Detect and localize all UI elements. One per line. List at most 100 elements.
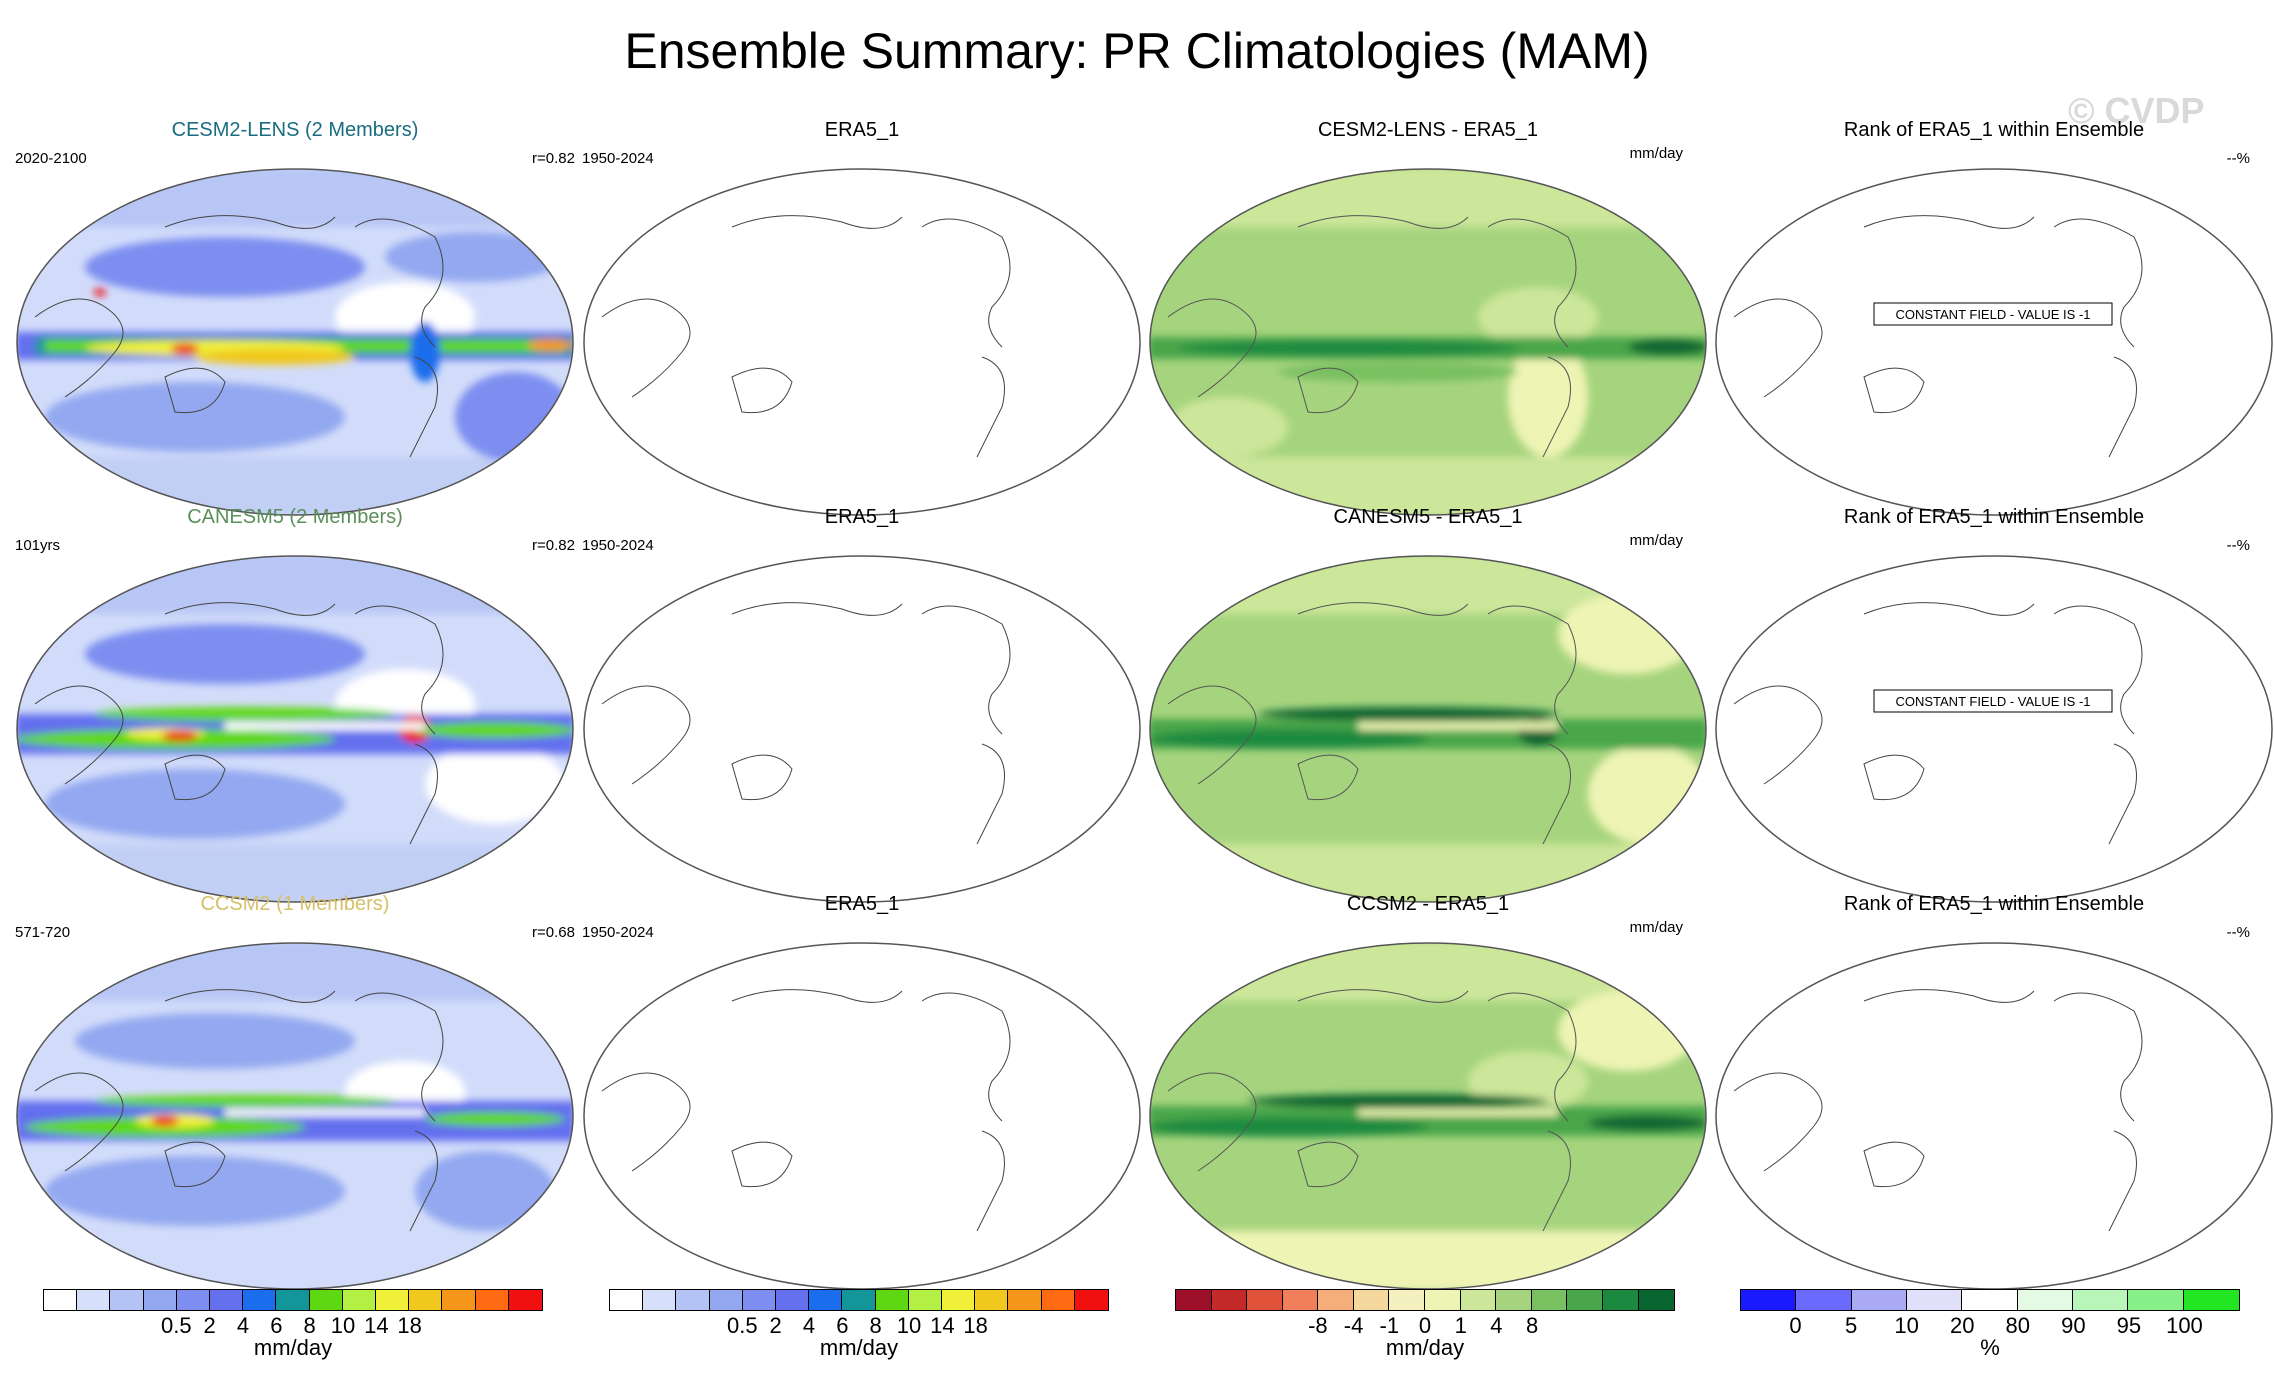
colorbar-box bbox=[1796, 1290, 1852, 1310]
panel-title: CANESM5 (2 Members) bbox=[187, 506, 403, 528]
panel-title: ERA5_1 bbox=[824, 893, 900, 915]
panel-title: Rank of ERA5_1 within Ensemble bbox=[1843, 893, 2145, 915]
colorbar-tick-label: 14 bbox=[930, 1313, 955, 1338]
precip-map bbox=[16, 555, 574, 903]
colorbar-tick-label: 20 bbox=[1949, 1313, 1975, 1338]
colorbar-boxes bbox=[1175, 1289, 1675, 1311]
colorbar-difference: mm/day -8 -4 -1 0 1 4 8 bbox=[1175, 1289, 1675, 1360]
colorbar-box bbox=[1247, 1290, 1283, 1310]
colorbar-boxes bbox=[1740, 1289, 2240, 1311]
colorbar-tick-label: 0.5 bbox=[161, 1313, 192, 1338]
colorbar-box bbox=[742, 1290, 777, 1310]
colorbar-box bbox=[610, 1290, 644, 1310]
pattern-correlation-label: r=0.82 bbox=[532, 150, 575, 167]
colorbar-precip-model: mm/day 0.5 2 4 6 8 10 14 18 bbox=[43, 1289, 543, 1360]
unit-label: mm/day bbox=[1629, 145, 1683, 162]
colorbar-box bbox=[243, 1290, 277, 1310]
colorbar-tick-label: 1 bbox=[1454, 1313, 1467, 1338]
colorbar-tick-label: 4 bbox=[1490, 1313, 1503, 1338]
panel-model-row3: CCSM2 (1 Members) 571-720 r=0.68 bbox=[15, 893, 575, 1293]
colorbar-rank: % 0 5 10 20 80 90 95 100 bbox=[1740, 1289, 2240, 1360]
colorbar-box bbox=[2128, 1290, 2184, 1310]
precip-map bbox=[583, 168, 1141, 516]
panel-rank-row2: Rank of ERA5_1 within Ensemble --% CONST… bbox=[1714, 506, 2274, 906]
colorbar-box bbox=[1496, 1290, 1532, 1310]
panel-rank-row1: Rank of ERA5_1 within Ensemble --% CONST… bbox=[1714, 119, 2274, 519]
unit-label: mm/day bbox=[1629, 532, 1683, 549]
percent-label: --% bbox=[2226, 924, 2250, 941]
colorbar-tick-label: 18 bbox=[963, 1313, 988, 1338]
colorbar-tick-label: 4 bbox=[802, 1313, 816, 1338]
panel-title: ERA5_1 bbox=[824, 506, 900, 528]
colorbar-box bbox=[709, 1290, 743, 1310]
colorbar-unit: mm/day bbox=[1385, 1335, 1465, 1360]
colorbar-tick-label: -8 bbox=[1308, 1313, 1328, 1338]
percent-label: --% bbox=[2226, 537, 2250, 554]
colorbar-unit: mm/day bbox=[253, 1335, 333, 1360]
colorbar-box bbox=[1008, 1290, 1042, 1310]
colorbar-tick-label: -1 bbox=[1379, 1313, 1400, 1338]
colorbar-box bbox=[409, 1290, 443, 1310]
colorbar-box bbox=[1531, 1290, 1568, 1310]
colorbar-box bbox=[776, 1290, 810, 1310]
colorbar-box bbox=[1741, 1290, 1797, 1310]
constant-field-note: CONSTANT FIELD - VALUE IS -1 bbox=[1895, 307, 2090, 322]
precip-map bbox=[16, 942, 574, 1290]
colorbar-box bbox=[475, 1290, 509, 1310]
colorbar-tick-label: 0 bbox=[1418, 1313, 1432, 1338]
colorbar-box bbox=[309, 1290, 343, 1310]
pattern-correlation-label: r=0.68 bbox=[532, 924, 575, 941]
colorbar-box bbox=[176, 1290, 211, 1310]
panel-model-row2: CANESM5 (2 Members) 101yrs r=0.82 bbox=[15, 506, 575, 906]
difference-map bbox=[1149, 168, 1707, 516]
percent-label: --% bbox=[2226, 150, 2250, 167]
colorbar-tick-label: 0.5 bbox=[727, 1313, 758, 1338]
colorbar-box bbox=[1282, 1290, 1319, 1310]
colorbar-box bbox=[2072, 1290, 2129, 1310]
panel-obs-row1: ERA5_1 1950-2024 bbox=[582, 119, 1142, 519]
colorbar-tick-label: 8 bbox=[869, 1313, 882, 1338]
colorbar-box bbox=[1211, 1290, 1248, 1310]
panel-title: Rank of ERA5_1 within Ensemble bbox=[1843, 506, 2145, 528]
colorbar-box bbox=[1567, 1290, 1603, 1310]
colorbar-box bbox=[508, 1290, 543, 1310]
cvdp-watermark: © CVDP bbox=[2068, 90, 2205, 131]
colorbar-box bbox=[1425, 1290, 1461, 1310]
colorbar-tick-label: 14 bbox=[364, 1313, 389, 1338]
colorbar-tick-label: 80 bbox=[2005, 1313, 2031, 1338]
panel-title: CCSM2 - ERA5_1 bbox=[1346, 893, 1510, 915]
colorbar-box bbox=[77, 1290, 111, 1310]
colorbar-boxes bbox=[609, 1289, 1109, 1311]
colorbar-tick-label: 4 bbox=[236, 1313, 250, 1338]
precip-map bbox=[583, 555, 1141, 903]
colorbar-box bbox=[809, 1290, 843, 1310]
colorbar-tick-label: 90 bbox=[2061, 1313, 2086, 1338]
precip-map bbox=[16, 168, 574, 516]
panel-title: CESM2-LENS - ERA5_1 bbox=[1317, 119, 1539, 141]
panel-diff-row3: CCSM2 - ERA5_1 mm/day bbox=[1148, 893, 1708, 1293]
colorbar-tick-label: 8 bbox=[1526, 1313, 1539, 1338]
panel-obs-row3: ERA5_1 1950-2024 bbox=[582, 893, 1142, 1293]
colorbar-box bbox=[1389, 1290, 1426, 1310]
panel-title: CCSM2 (1 Members) bbox=[200, 893, 390, 915]
pattern-correlation-label: r=0.82 bbox=[532, 537, 575, 554]
colorbar-tick-label: 2 bbox=[769, 1313, 782, 1338]
colorbar-box bbox=[643, 1290, 677, 1310]
panel-diff-row2: CANESM5 - ERA5_1 mm/day bbox=[1148, 506, 1708, 906]
colorbar-tick-label: 18 bbox=[397, 1313, 422, 1338]
period-label: 1950-2024 bbox=[582, 537, 654, 554]
colorbar-tick-label: 95 bbox=[2116, 1313, 2142, 1338]
colorbar-box bbox=[2017, 1290, 2073, 1310]
panel-model-row1: CESM2-LENS (2 Members) 2020-2100 r=0.82 bbox=[15, 119, 575, 519]
panel-title: CESM2-LENS (2 Members) bbox=[171, 119, 419, 141]
colorbar-box bbox=[842, 1290, 876, 1310]
rank-map bbox=[1715, 942, 2273, 1290]
page-title: Ensemble Summary: PR Climatologies (MAM) bbox=[624, 23, 1650, 79]
colorbar-tick-label: 100 bbox=[2166, 1313, 2203, 1338]
colorbar-box bbox=[975, 1290, 1009, 1310]
colorbar-tick-label: 10 bbox=[896, 1313, 922, 1338]
panel-obs-row2: ERA5_1 1950-2024 bbox=[582, 506, 1142, 906]
colorbar-box bbox=[44, 1290, 78, 1310]
colorbar-tick-label: 6 bbox=[270, 1313, 283, 1338]
colorbar-box bbox=[442, 1290, 476, 1310]
